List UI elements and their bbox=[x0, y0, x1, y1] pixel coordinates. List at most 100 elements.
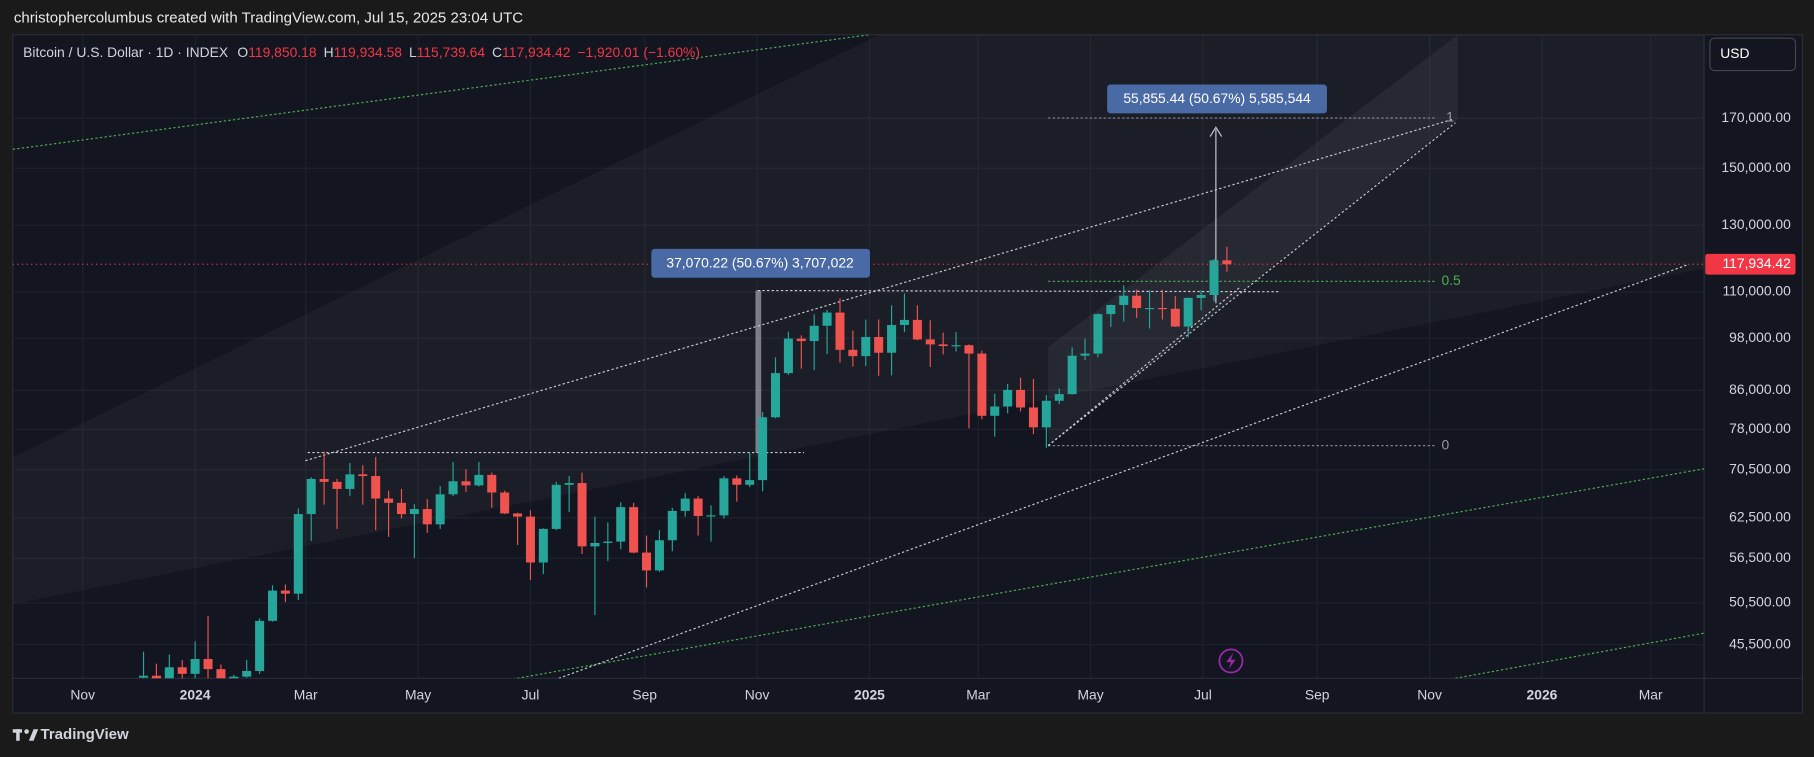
candle-body bbox=[242, 671, 252, 677]
candle-body bbox=[1209, 260, 1219, 295]
candle-body bbox=[358, 474, 368, 477]
candle-body bbox=[887, 324, 897, 353]
x-tick-label: Sep bbox=[1305, 686, 1330, 702]
overlay: 170,000.00 150,000.00 130,000.00 110,000.00… bbox=[12, 109, 1796, 702]
x-tick-label: Mar bbox=[966, 686, 990, 702]
legend-symbol: Bitcoin / U.S. Dollar · 1D · INDEX bbox=[23, 44, 228, 60]
events-icon-bolt bbox=[1226, 652, 1236, 670]
candle-body bbox=[951, 345, 961, 347]
fib-label: 1 bbox=[1446, 109, 1454, 125]
candle-body bbox=[1016, 389, 1026, 408]
legend-ohlc-label: O bbox=[237, 44, 248, 60]
candle-body bbox=[667, 510, 677, 541]
candle-body bbox=[177, 667, 187, 674]
candle-body bbox=[758, 417, 768, 481]
y-tick-label: 170,000.00 bbox=[1721, 109, 1791, 125]
y-tick-label: 130,000.00 bbox=[1721, 216, 1791, 232]
candle-body bbox=[577, 483, 587, 547]
legend-ohlc-label: L bbox=[409, 44, 417, 60]
candle-body bbox=[1067, 355, 1077, 395]
candle-body bbox=[190, 658, 200, 674]
measure-arrow-head bbox=[1209, 126, 1223, 137]
candle-body bbox=[925, 339, 935, 345]
y-tick-label: 150,000.00 bbox=[1721, 159, 1791, 175]
x-tick-label: 2024 bbox=[180, 686, 211, 702]
x-tick-label: Mar bbox=[1639, 686, 1663, 702]
brand-logo bbox=[12, 729, 39, 741]
y-tick-label: 110,000.00 bbox=[1722, 283, 1791, 299]
candle-body bbox=[1028, 407, 1038, 428]
candle-body bbox=[293, 514, 303, 594]
candle-body bbox=[538, 528, 548, 563]
candle-body bbox=[396, 502, 406, 515]
triangle-line bbox=[1047, 122, 1456, 447]
candle-body bbox=[848, 349, 858, 357]
candle-body bbox=[448, 481, 458, 495]
measure-label: 55,855.44 (50.67%) 5,585,544 bbox=[1123, 90, 1311, 106]
fib-label: 0 bbox=[1441, 436, 1449, 452]
y-tick-label: 78,000.00 bbox=[1729, 420, 1791, 436]
candle-body bbox=[835, 312, 845, 350]
green-channel-line bbox=[517, 468, 1705, 679]
symbol-legend: Bitcoin / U.S. Dollar · 1D · INDEX O119,8… bbox=[23, 44, 700, 60]
candle-body bbox=[1170, 308, 1180, 327]
x-tick-label: May bbox=[405, 686, 431, 702]
logo-part bbox=[28, 729, 39, 741]
candle-body bbox=[745, 480, 755, 485]
candle-body bbox=[280, 590, 290, 594]
events-icon[interactable] bbox=[1218, 648, 1244, 674]
legend-ohlc-label: H bbox=[324, 44, 334, 60]
measure-range bbox=[755, 290, 762, 453]
candle-body bbox=[1080, 353, 1090, 356]
x-tick-label: 2025 bbox=[854, 686, 885, 702]
candle-body bbox=[216, 669, 226, 679]
currency-label[interactable]: USD bbox=[1720, 45, 1749, 61]
y-tick-label: 62,500.00 bbox=[1729, 509, 1791, 525]
chart-frame bbox=[12, 34, 1804, 714]
candle-body bbox=[861, 336, 871, 357]
candle-body bbox=[874, 336, 884, 353]
candle-body bbox=[229, 676, 239, 679]
logo-part bbox=[24, 729, 29, 734]
x-tick-label: Nov bbox=[70, 686, 95, 702]
measure-label-box bbox=[651, 248, 870, 278]
candle-body bbox=[1093, 314, 1103, 354]
drawings bbox=[12, 34, 1705, 679]
candle-body bbox=[719, 478, 729, 516]
candle-body bbox=[899, 319, 909, 325]
x-tick-label: Jul bbox=[522, 686, 540, 702]
legend-ohlc-value: 119,934.58 bbox=[334, 44, 403, 60]
candle-body bbox=[977, 353, 987, 416]
candle-body bbox=[1157, 307, 1167, 310]
candle-body bbox=[964, 345, 974, 354]
fib-shade bbox=[1048, 34, 1458, 446]
candle-body bbox=[1119, 295, 1129, 305]
candle-body bbox=[1041, 400, 1051, 428]
candle-body bbox=[1183, 297, 1193, 327]
candle-body bbox=[912, 319, 922, 340]
currency-button[interactable] bbox=[1709, 37, 1797, 72]
candle-body bbox=[590, 542, 600, 547]
y-tick-label: 98,000.00 bbox=[1729, 329, 1791, 345]
candle-body bbox=[809, 325, 819, 342]
legend-ohlc-value: 115,739.64 bbox=[417, 44, 486, 60]
trend-line bbox=[305, 118, 1454, 462]
candle-body bbox=[642, 552, 652, 571]
candle-body bbox=[332, 481, 342, 489]
candle-body bbox=[139, 675, 149, 678]
x-tick-label: Nov bbox=[1417, 686, 1442, 702]
x-tick-label: 2026 bbox=[1527, 686, 1558, 702]
candle-body bbox=[770, 373, 781, 418]
candle-body bbox=[474, 474, 484, 486]
x-tick-label: May bbox=[1077, 686, 1103, 702]
candle-body bbox=[1132, 295, 1142, 308]
candle-body bbox=[371, 476, 381, 499]
candle-body bbox=[306, 478, 316, 515]
candle-body bbox=[938, 344, 948, 347]
measure-label: 37,070.22 (50.67%) 3,707,022 bbox=[666, 255, 854, 271]
x-tick-label: Jul bbox=[1194, 686, 1212, 702]
candle-body bbox=[255, 620, 265, 672]
